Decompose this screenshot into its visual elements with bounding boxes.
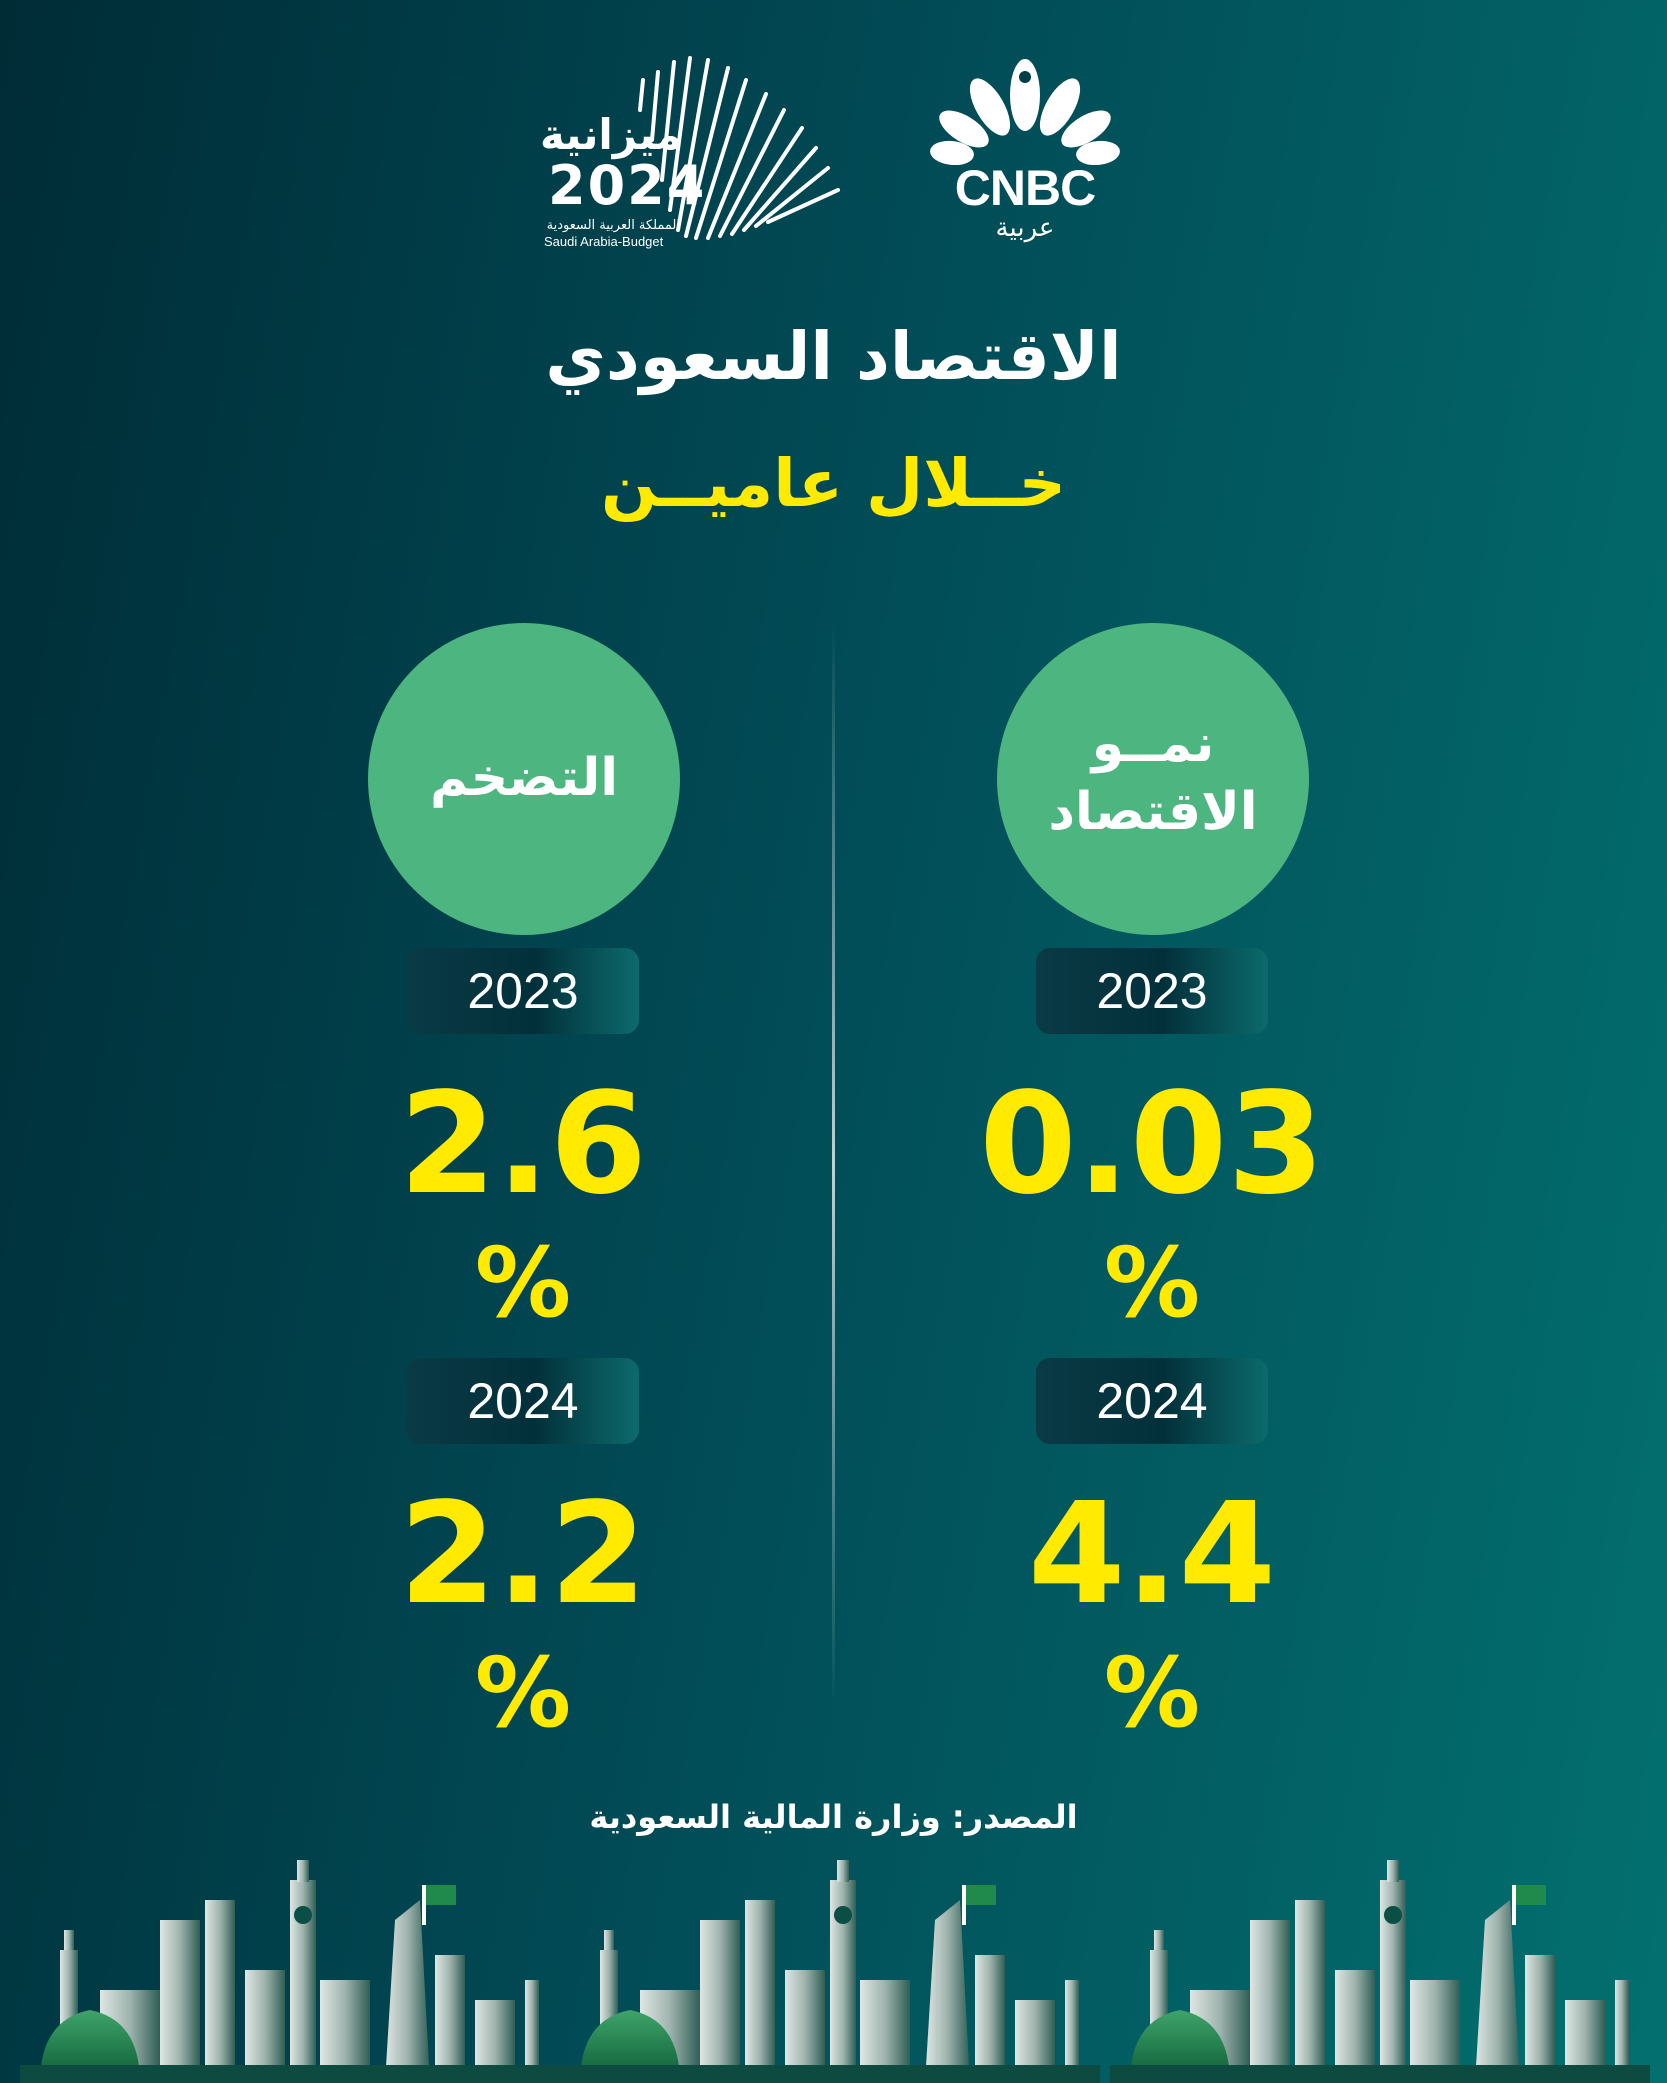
percent-sign: % (474, 1227, 572, 1339)
inflation-heading: التضخم (429, 748, 619, 809)
cnbc-arabic-wordmark: عربية (995, 213, 1055, 243)
percent-sign: % (1103, 1227, 1201, 1339)
percent-sign: % (474, 1637, 572, 1749)
inflation-column: التضخم 2023 2.6 % 2024 2.2 % (313, 0, 733, 2083)
budget-subtitle-ar: المملكة العربية السعودية (546, 218, 680, 233)
inflation-heading-circle: التضخم (368, 623, 680, 935)
budget-subtitle-en: Saudi Arabia-Budget (544, 234, 664, 249)
growth-value-2023: 0.03 (979, 1063, 1325, 1226)
inflation-value-2023: 2.6 (398, 1063, 647, 1226)
year-badge: 2023 (407, 948, 639, 1034)
cnbc-wordmark: CNBC (954, 160, 1096, 216)
budget-2024-logo: ميزانية 2024 المملكة العربية السعودية Sa… (540, 50, 850, 250)
growth-heading-circle: نمــو الاقتصاد (997, 623, 1309, 935)
year-badge: 2024 (407, 1358, 639, 1444)
percent-sign: % (1103, 1637, 1201, 1749)
year-badge: 2024 (1036, 1358, 1268, 1444)
inflation-value-2024: 2.2 (398, 1473, 647, 1636)
source-note: المصدر: وزارة المالية السعودية (589, 1798, 1078, 1836)
page-subtitle: خــلال عاميــن (600, 445, 1067, 522)
year-badge: 2023 (1036, 948, 1268, 1034)
peacock-icon (930, 59, 1120, 165)
budget-year: 2024 (548, 154, 707, 217)
page-title: الاقتصاد السعودي (545, 318, 1122, 395)
growth-heading: نمــو الاقتصاد (1048, 714, 1258, 842)
cnbc-arabia-logo: CNBC عربية (920, 55, 1130, 245)
column-divider (832, 625, 835, 1705)
budget-rays-icon (638, 56, 840, 240)
budget-title: ميزانية (540, 110, 683, 159)
growth-value-2024: 4.4 (1027, 1473, 1276, 1636)
city-skyline-illustration (20, 1860, 1650, 2083)
growth-column: نمــو الاقتصاد 2023 0.03 % 2024 4.4 % (942, 0, 1362, 2083)
